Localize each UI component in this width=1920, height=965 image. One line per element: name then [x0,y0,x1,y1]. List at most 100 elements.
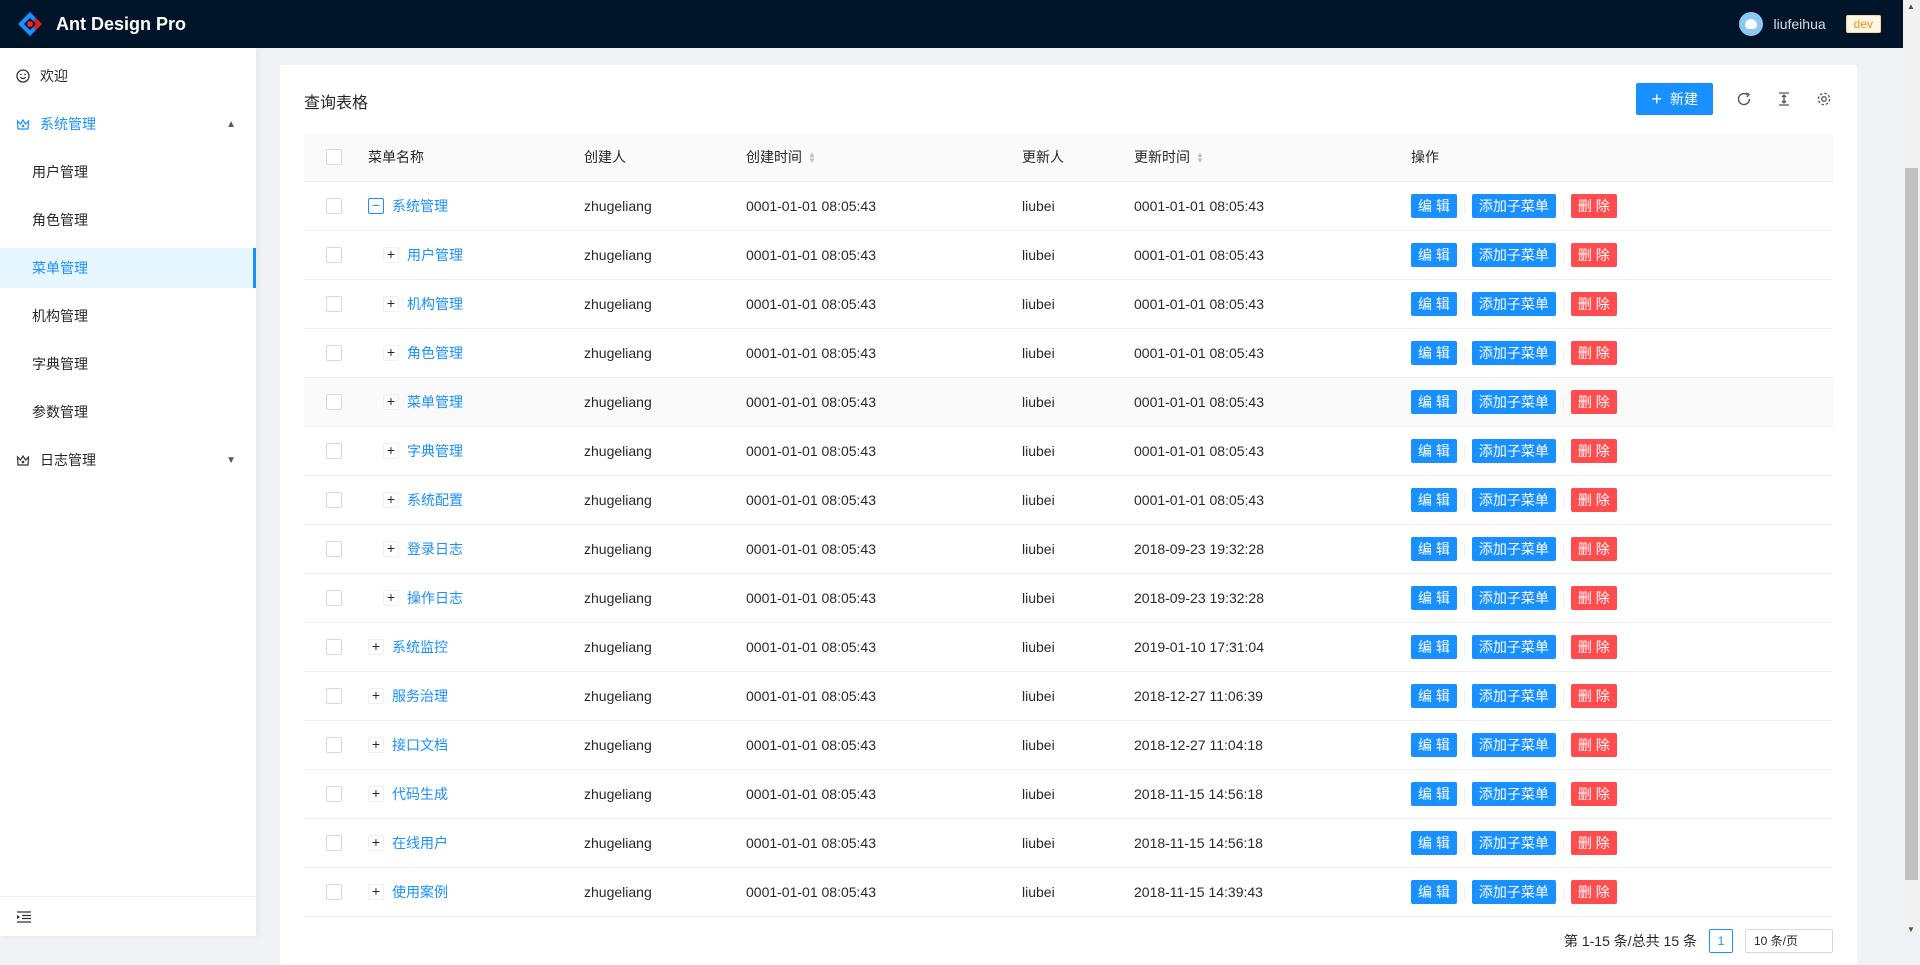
expand-row-icon[interactable]: + [383,442,399,459]
row-checkbox[interactable] [326,443,342,460]
page-size-select[interactable]: 10 条/页 [1745,929,1833,953]
menu-name-link[interactable]: 在线用户 [392,834,448,851]
expand-row-icon[interactable]: + [368,736,384,753]
row-checkbox[interactable] [326,639,342,656]
logo[interactable]: Ant Design Pro [0,10,186,38]
edit-button[interactable]: 编 辑 [1411,193,1457,218]
edit-button[interactable]: 编 辑 [1411,487,1457,512]
delete-button[interactable]: 删 除 [1570,487,1617,512]
column-height-icon[interactable] [1775,90,1793,108]
scroll-up-arrow-icon[interactable]: ▲ [1907,2,1915,11]
add-child-menu-button[interactable]: 添加子菜单 [1471,389,1556,414]
menu-name-link[interactable]: 接口文档 [392,736,448,753]
expand-row-icon[interactable]: + [383,246,399,263]
sidebar-item-user[interactable]: 用户管理 [0,152,256,192]
col-header-sortable[interactable]: 更新时间 ▲ ▼ [1134,133,1411,182]
collapse-sidebar-button[interactable] [0,896,256,936]
delete-button[interactable]: 删 除 [1570,732,1617,757]
row-checkbox[interactable] [326,394,342,411]
scroll-down-arrow-icon[interactable]: ▼ [1907,925,1915,934]
expand-row-icon[interactable]: + [383,491,399,508]
delete-button[interactable]: 删 除 [1570,585,1617,610]
add-child-menu-button[interactable]: 添加子菜单 [1471,585,1556,610]
edit-button[interactable]: 编 辑 [1411,291,1457,316]
expand-row-icon[interactable]: + [368,687,384,704]
sort-icon[interactable]: ▲ ▼ [1196,150,1204,166]
delete-button[interactable]: 删 除 [1570,291,1617,316]
edit-button[interactable]: 编 辑 [1411,242,1457,267]
delete-button[interactable]: 删 除 [1570,683,1617,708]
sidebar-item-role[interactable]: 角色管理 [0,200,256,240]
menu-name-link[interactable]: 字典管理 [407,442,463,459]
row-checkbox[interactable] [326,884,342,901]
menu-name-link[interactable]: 机构管理 [407,295,463,312]
col-header-sortable[interactable]: 创建时间 ▲ ▼ [746,133,1022,182]
add-child-menu-button[interactable]: 添加子菜单 [1471,340,1556,365]
row-checkbox[interactable] [326,590,342,607]
add-child-menu-button[interactable]: 添加子菜单 [1471,732,1556,757]
row-checkbox[interactable] [326,247,342,264]
add-child-menu-button[interactable]: 添加子菜单 [1471,683,1556,708]
username[interactable]: liufeihua [1773,16,1826,32]
row-checkbox[interactable] [326,198,342,215]
menu-name-link[interactable]: 用户管理 [407,246,463,263]
sidebar-item-menu[interactable]: 菜单管理 [0,248,256,288]
expand-row-icon[interactable]: + [383,295,399,312]
delete-button[interactable]: 删 除 [1570,389,1617,414]
expand-row-icon[interactable]: + [383,393,399,410]
edit-button[interactable]: 编 辑 [1411,732,1457,757]
expand-row-icon[interactable]: + [383,344,399,361]
row-checkbox[interactable] [326,345,342,362]
add-child-menu-button[interactable]: 添加子菜单 [1471,536,1556,561]
menu-name-link[interactable]: 代码生成 [392,785,448,802]
delete-button[interactable]: 删 除 [1570,438,1617,463]
add-child-menu-button[interactable]: 添加子菜单 [1471,487,1556,512]
sidebar-item-system[interactable]: 系统管理 ▲ [0,104,256,144]
edit-button[interactable]: 编 辑 [1411,830,1457,855]
edit-button[interactable]: 编 辑 [1411,781,1457,806]
sidebar-item-log[interactable]: 日志管理 ▼ [0,440,256,480]
page-scrollbar[interactable]: ▲ ▼ [1903,0,1920,936]
scrollbar-thumb[interactable] [1905,168,1918,880]
menu-name-link[interactable]: 系统监控 [392,638,448,655]
expand-row-icon[interactable]: + [383,589,399,606]
menu-name-link[interactable]: 菜单管理 [407,393,463,410]
edit-button[interactable]: 编 辑 [1411,683,1457,708]
expand-row-icon[interactable]: + [368,834,384,851]
add-child-menu-button[interactable]: 添加子菜单 [1471,634,1556,659]
delete-button[interactable]: 删 除 [1570,830,1617,855]
add-child-menu-button[interactable]: 添加子菜单 [1471,438,1556,463]
menu-name-link[interactable]: 系统配置 [407,491,463,508]
delete-button[interactable]: 删 除 [1570,536,1617,561]
add-child-menu-button[interactable]: 添加子菜单 [1471,193,1556,218]
menu-name-link[interactable]: 使用案例 [392,883,448,900]
edit-button[interactable]: 编 辑 [1411,389,1457,414]
sidebar-item-dict[interactable]: 字典管理 [0,344,256,384]
add-child-menu-button[interactable]: 添加子菜单 [1471,879,1556,904]
menu-name-link[interactable]: 操作日志 [407,589,463,606]
delete-button[interactable]: 删 除 [1570,193,1617,218]
delete-button[interactable]: 删 除 [1570,242,1617,267]
edit-button[interactable]: 编 辑 [1411,536,1457,561]
add-child-menu-button[interactable]: 添加子菜单 [1471,830,1556,855]
expand-row-icon[interactable]: + [368,883,384,900]
sidebar-item-welcome[interactable]: 欢迎 [0,56,256,96]
row-checkbox[interactable] [326,492,342,509]
menu-name-link[interactable]: 服务治理 [392,687,448,704]
new-button[interactable]: + 新建 [1636,83,1713,115]
delete-button[interactable]: 删 除 [1570,781,1617,806]
setting-icon[interactable] [1815,90,1833,108]
add-child-menu-button[interactable]: 添加子菜单 [1471,291,1556,316]
menu-name-link[interactable]: 系统管理 [392,197,448,214]
edit-button[interactable]: 编 辑 [1411,879,1457,904]
row-checkbox[interactable] [326,835,342,852]
menu-name-link[interactable]: 角色管理 [407,344,463,361]
expand-row-icon[interactable]: + [368,638,384,655]
add-child-menu-button[interactable]: 添加子菜单 [1471,242,1556,267]
delete-button[interactable]: 删 除 [1570,634,1617,659]
row-checkbox[interactable] [326,786,342,803]
collapse-row-icon[interactable]: − [368,197,384,214]
edit-button[interactable]: 编 辑 [1411,585,1457,610]
expand-row-icon[interactable]: + [383,540,399,557]
sort-icon[interactable]: ▲ ▼ [808,150,816,166]
